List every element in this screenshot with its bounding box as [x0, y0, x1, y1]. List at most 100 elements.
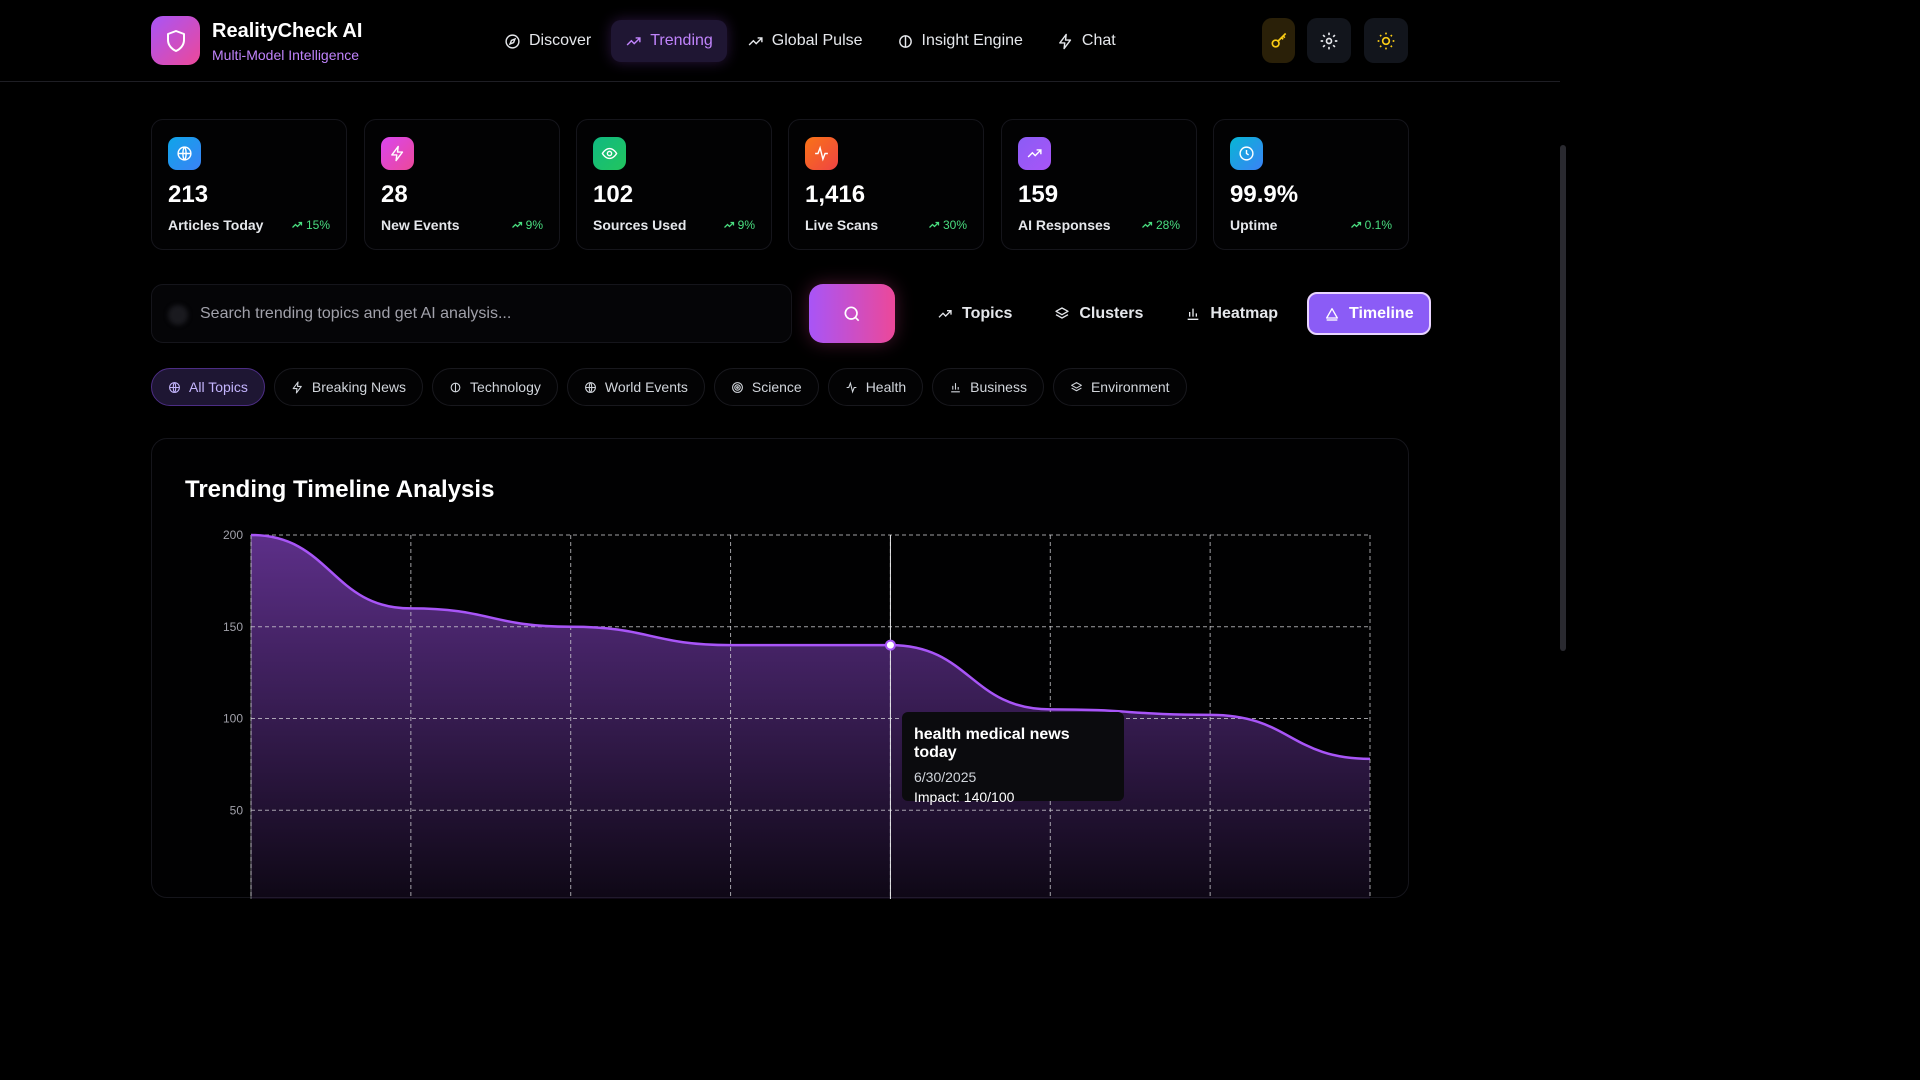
view-tabs: Topics Clusters Heatmap Timeline [920, 292, 1431, 335]
page-scrollbar[interactable] [1560, 145, 1566, 651]
search-status-dot [168, 305, 188, 325]
chip-label: Technology [470, 379, 541, 395]
chip-label: Business [970, 379, 1027, 395]
timeline-chart-panel: Trending Timeline Analysis 200 150 100 50 h… [151, 438, 1409, 899]
search-icon [844, 306, 860, 321]
stat-card-ai-responses: 159 AI Responses 28% [1001, 119, 1197, 250]
chip-business[interactable]: Business [932, 368, 1044, 406]
stat-change-value: 0.1% [1364, 218, 1392, 232]
chip-science[interactable]: Science [713, 368, 819, 406]
chip-label: Breaking News [311, 379, 407, 395]
sun-icon [1377, 32, 1395, 49]
nav-trending[interactable]: Trending [611, 20, 727, 62]
nav-chat[interactable]: Chat [1043, 20, 1130, 62]
globe-icon [169, 381, 180, 393]
stat-card-articles: 213 Articles Today 15% [151, 119, 347, 250]
stat-icon-bg [168, 137, 201, 170]
stat-value: 102 [593, 181, 634, 208]
chart-tooltip: health medical news today 6/30/2025 Impa… [902, 712, 1124, 805]
search-input[interactable] [200, 285, 780, 342]
stat-card-uptime: 99.9% Uptime 0.1% [1213, 119, 1409, 250]
stat-change: 9% [723, 218, 755, 232]
filter-chips: All Topics Breaking News Technology Worl… [151, 368, 1187, 406]
stat-value: 213 [168, 181, 209, 208]
gear-icon [1320, 32, 1338, 49]
stat-change-value: 28% [1155, 218, 1180, 232]
stat-icon-bg [381, 137, 414, 170]
brain-icon [450, 382, 461, 392]
layers-icon [1055, 306, 1070, 319]
tooltip-date: 6/30/2025 [914, 769, 977, 785]
active-data-point [884, 639, 896, 651]
stat-change-value: 30% [942, 218, 967, 232]
shield-icon [166, 29, 185, 52]
stat-label: Uptime [1230, 217, 1278, 233]
tab-clusters[interactable]: Clusters [1037, 292, 1160, 335]
trending-up-icon [1350, 221, 1361, 228]
stat-label: AI Responses [1018, 217, 1111, 233]
nav-label: Insight Engine [921, 32, 1023, 49]
stat-value: 1,416 [805, 181, 866, 208]
nav-label: Global Pulse [771, 32, 863, 49]
settings-button[interactable] [1307, 18, 1351, 63]
brain-icon [898, 34, 912, 48]
chip-technology[interactable]: Technology [432, 368, 558, 406]
triangle-icon [1325, 307, 1338, 321]
search-button[interactable] [809, 284, 895, 343]
y-tick-label: 100 [223, 712, 243, 726]
chip-label: Science [751, 379, 802, 395]
globe-icon [584, 381, 596, 393]
stat-label: Sources Used [593, 217, 687, 233]
chip-breaking-news[interactable]: Breaking News [273, 368, 424, 406]
app-subtitle: Multi-Model Intelligence [212, 47, 360, 63]
tab-timeline[interactable]: Timeline [1306, 292, 1431, 335]
stat-card-events: 28 New Events 9% [364, 119, 560, 250]
series-line [250, 533, 1371, 761]
bar-chart-icon [951, 382, 960, 392]
trending-up-icon [938, 309, 952, 318]
search-box [151, 284, 792, 343]
chip-environment[interactable]: Environment [1052, 368, 1187, 406]
tab-label: Timeline [1348, 304, 1414, 322]
stat-change: 9% [511, 218, 543, 232]
eye-icon [601, 147, 618, 160]
zap-icon [292, 381, 302, 393]
trending-up-icon [511, 221, 522, 228]
chip-all-topics[interactable]: All Topics [151, 368, 265, 406]
tab-heatmap[interactable]: Heatmap [1168, 292, 1295, 335]
target-icon [731, 381, 743, 393]
stat-change-value: 9% [737, 218, 755, 232]
stat-card-scans: 1,416 Live Scans 30% [788, 119, 984, 250]
series-area [251, 535, 1370, 899]
tab-label: Topics [962, 304, 1013, 322]
y-tick-label: 50 [230, 803, 244, 817]
chip-label: Health [865, 379, 907, 395]
theme-toggle-button[interactable] [1364, 18, 1408, 63]
globe-icon [177, 146, 192, 161]
tab-topics[interactable]: Topics [920, 292, 1029, 335]
nav-label: Discover [529, 32, 592, 49]
app-title: RealityCheck AI [212, 20, 363, 42]
compass-icon [505, 33, 520, 49]
chip-label: World Events [604, 379, 688, 395]
main-nav: Discover Trending Global Pulse Insight E… [490, 20, 1130, 62]
timeline-chart: 200 150 100 50 [223, 528, 1371, 899]
chip-world-events[interactable]: World Events [566, 368, 705, 406]
stat-change-value: 9% [525, 218, 543, 232]
logo[interactable] [151, 16, 200, 65]
clock-icon [1239, 146, 1254, 161]
stat-label: New Events [381, 217, 460, 233]
api-key-button[interactable] [1262, 18, 1295, 63]
nav-insight-engine[interactable]: Insight Engine [883, 20, 1037, 62]
activity-icon [846, 380, 857, 394]
nav-global-pulse[interactable]: Global Pulse [733, 20, 877, 62]
zap-icon [391, 145, 404, 162]
nav-label: Trending [650, 32, 713, 49]
nav-discover[interactable]: Discover [490, 20, 605, 62]
stat-change-value: 15% [305, 218, 330, 232]
tab-label: Heatmap [1210, 304, 1278, 322]
zap-icon [1059, 33, 1072, 49]
trending-up-icon [292, 221, 303, 228]
chip-health[interactable]: Health [827, 368, 924, 406]
trending-up-icon [1142, 221, 1153, 228]
